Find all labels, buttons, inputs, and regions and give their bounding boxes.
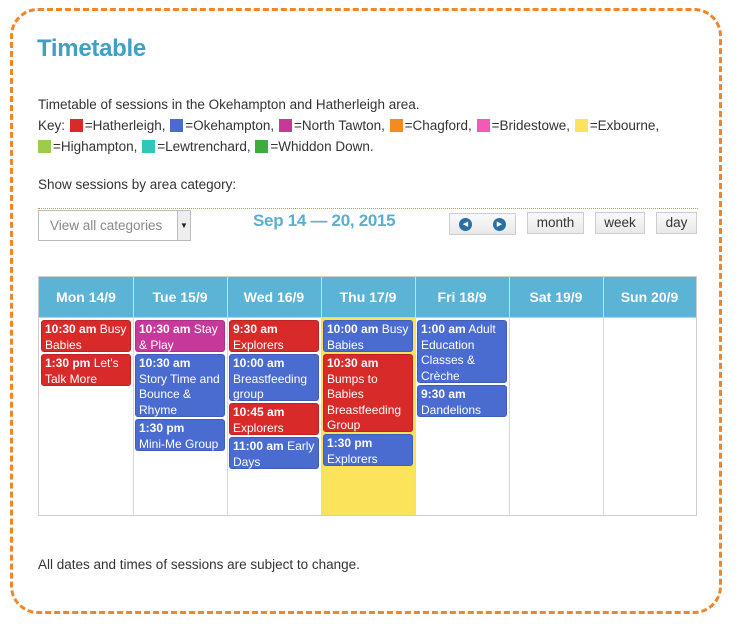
content-frame [10,8,722,614]
col-divider [415,277,416,515]
filter-label: Show sessions by area category: [38,177,237,192]
col-divider [227,277,228,515]
col-divider [509,277,510,515]
swatch-okehampton [170,119,184,132]
swatch-exbourne [574,119,588,132]
event-title: Breastfeeding group [233,371,308,402]
event-time: 10:30 am [327,356,379,370]
event-title: Stay & Play [139,322,218,352]
event-time: 10:30 am [45,322,97,336]
nav-buttons: ◀ ▶ [449,213,516,235]
event-time: 1:00 am [421,322,466,336]
day-header-thu: Thu 17/9 [339,289,397,305]
swatch-highampton [38,140,51,153]
intro-text: Timetable of sessions in the Okehampton … [38,94,718,157]
intro-line: Timetable of sessions in the Okehampton … [38,97,420,112]
event-time: 10:30 am [139,322,191,336]
date-range: Sep 14 — 20, 2015 [253,211,396,230]
event-title: Bumps to Babies Breastfeeding Group [327,371,402,433]
key-exbourne: =Exbourne, [589,118,660,133]
color-key-row-2: =Highampton, =Lewtrenchard, =Whiddon Dow… [38,136,718,157]
col-divider [321,277,322,515]
event-title: Story Time and Bounce & Rhyme [139,371,220,417]
event-wed-early-days[interactable]: 11:00 am Early Days [229,437,319,469]
next-week-icon[interactable]: ▶ [493,218,506,231]
event-title: Dandelions [421,402,482,417]
key-okehampton: =Okehampton, [185,118,275,133]
key-lewtrenchard: =Lewtrenchard, [157,139,251,154]
key-label: Key: [38,118,66,133]
event-title: Adult Education Classes & Crèche [421,322,496,383]
event-title: Mini-Me Group [139,436,219,451]
day-header-wed: Wed 16/9 [243,289,305,305]
key-chagford: =Chagford, [404,118,472,133]
event-thu-bumps-to-babies[interactable]: 10:30 am Bumps to Babies Breastfeeding Gr… [323,354,413,432]
event-tue-stay-play[interactable]: 10:30 am Stay & Play [135,320,225,352]
event-time: 10:30 am [139,356,191,370]
month-view-button[interactable]: month [527,212,584,234]
day-view-button[interactable]: day [656,212,697,234]
event-time: 1:30 pm [139,421,185,435]
event-mon-busy-babies[interactable]: 10:30 am Busy Babies [41,320,131,352]
event-title: Busy Babies [45,322,127,352]
swatch-whiddon-down [255,140,269,153]
event-time: 1:30 pm [327,436,373,450]
key-whiddon-down: =Whiddon Down. [270,139,374,154]
event-wed-explorers-2[interactable]: 10:45 am Explorers [229,403,319,435]
swatch-bridestowe [476,119,490,132]
week-view-button[interactable]: week [595,212,645,234]
event-wed-breastfeeding[interactable]: 10:00 am Breastfeeding group [229,354,319,401]
category-select[interactable]: View all categories ▼ [38,210,191,241]
swatch-hatherleigh [69,119,83,132]
event-time: 10:45 am [233,405,285,419]
event-title: Explorers [233,337,284,352]
page-title: Timetable [37,35,146,62]
event-thu-busy-babies[interactable]: 10:00 am Busy Babies [323,320,413,352]
event-tue-story-time[interactable]: 10:30 am Story Time and Bounce & Rhyme [135,354,225,417]
header-divider [39,317,696,318]
prev-week-icon[interactable]: ◀ [459,218,472,231]
swatch-lewtrenchard [142,140,156,153]
event-fri-adult-education[interactable]: 1:00 am Adult Education Classes & Crèche [417,320,507,383]
event-title: Let's Talk More [45,356,119,386]
col-divider [603,277,604,515]
event-time: 11:00 am [233,439,284,453]
key-north-tawton: =North Tawton, [293,118,385,133]
day-header-row [39,277,696,317]
event-title: Explorers [233,420,284,435]
day-header-tue: Tue 15/9 [152,289,208,305]
key-hatherleigh: =Hatherleigh, [84,118,166,133]
day-header-sun: Sun 20/9 [620,289,679,305]
event-mon-lets-talk-more[interactable]: 1:30 pm Let's Talk More [41,354,131,386]
event-title: Early Days [233,439,315,469]
key-highampton: =Highampton, [53,139,138,154]
col-divider [133,277,134,515]
day-header-mon: Mon 14/9 [56,289,116,305]
event-time: 10:00 am [233,356,285,370]
event-fri-dandelions[interactable]: 9:30 am Dandelions [417,385,507,417]
event-title: Busy Babies [327,322,409,352]
category-select-value: View all categories [50,218,163,233]
event-time: 10:00 am [327,322,379,336]
day-header-sat: Sat 19/9 [529,289,583,305]
footer-note: All dates and times of sessions are subj… [38,557,360,572]
swatch-north-tawton [278,119,292,132]
event-time: 9:30 am [233,322,278,336]
event-thu-explorers[interactable]: 1:30 pm Explorers [323,434,413,466]
calendar-grid: Mon 14/9 Tue 15/9 Wed 16/9 Thu 17/9 Fri … [38,276,697,516]
chevron-down-icon: ▼ [177,211,190,240]
event-wed-explorers-1[interactable]: 9:30 am Explorers [229,320,319,352]
event-time: 1:30 pm [45,356,91,370]
event-title: Explorers [327,451,378,466]
color-key: Key: =Hatherleigh, =Okehampton, =North T… [38,115,718,136]
day-header-fri: Fri 18/9 [437,289,487,305]
event-time: 9:30 am [421,387,466,401]
swatch-chagford [389,119,403,132]
divider [38,208,698,209]
key-bridestowe: =Bridestowe, [491,118,570,133]
event-tue-mini-me[interactable]: 1:30 pm Mini-Me Group [135,419,225,451]
